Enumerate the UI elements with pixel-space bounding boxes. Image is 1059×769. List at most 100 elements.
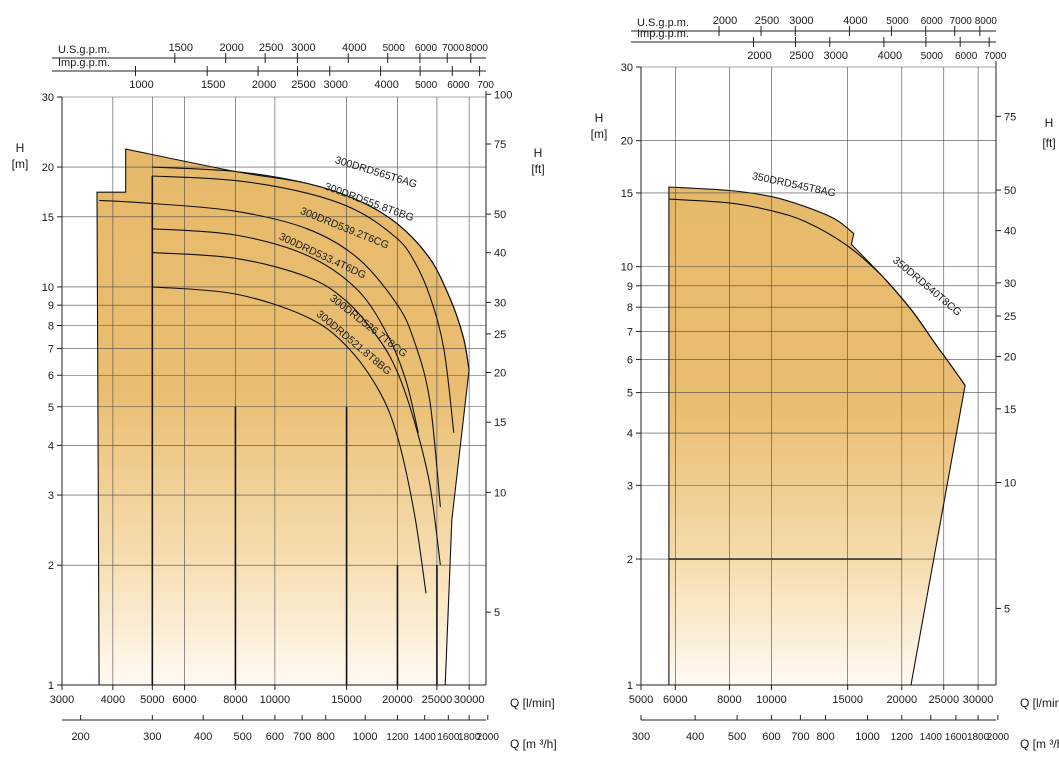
gpm-tick-label: 4000 <box>374 79 398 91</box>
gpm-tick-label: 3000 <box>324 79 348 91</box>
gpm-tick-label: 2500 <box>259 42 283 54</box>
y-ft-tick-label: 100 <box>494 89 512 101</box>
curve-350DRD540T8CG <box>668 198 966 386</box>
y-ft-tick-label: 30 <box>494 297 506 309</box>
y-ft-axis-unit: [ft] <box>531 162 544 176</box>
gpm-tick-label: 8000 <box>466 43 489 54</box>
gpm-tick-label: 700 <box>477 80 494 91</box>
curve-300DRD565T6AG <box>152 166 470 370</box>
gpm-tick-label: 7000 <box>442 43 465 54</box>
gpm-tick-label: 5000 <box>886 16 909 27</box>
m3h-tick-label: 1200 <box>891 732 914 743</box>
m3h-tick-label: 400 <box>194 731 212 743</box>
y-tick-label: 9 <box>627 281 633 293</box>
m3h-tick-label: 400 <box>686 731 704 743</box>
y-ft-tick-label: 10 <box>494 487 506 499</box>
x-tick-label: 25000 <box>928 694 959 706</box>
operating-envelope <box>668 187 966 685</box>
y-ft-tick-label: 15 <box>494 417 506 429</box>
y-ft-tick-label: 20 <box>494 367 506 379</box>
gpm-tick-label: 2000 <box>747 50 771 62</box>
y-ft-tick-label: 30 <box>1004 278 1016 290</box>
y-tick-label: 2 <box>627 554 633 566</box>
m3h-tick-label: 700 <box>791 731 809 743</box>
x-tick-label: 4000 <box>101 694 125 706</box>
y-tick-label: 15 <box>621 188 633 200</box>
y-ft-tick-label: 15 <box>1004 404 1016 416</box>
m3h-tick-label: 1400 <box>414 732 437 743</box>
gpm-tick-label: 2500 <box>291 79 315 91</box>
m3h-tick-label: 1600 <box>437 732 460 743</box>
x-tick-label: 5000 <box>140 694 164 706</box>
curve-300DRD526.7T8CG <box>152 252 441 566</box>
y-tick-label: 15 <box>42 212 54 224</box>
curve-300DRD539.2T6CG <box>99 199 441 508</box>
y-ft-axis-label: H <box>534 146 543 160</box>
gpm-tick-label: 4000 <box>342 42 366 54</box>
gpm-tick-label: 5000 <box>383 43 406 54</box>
x-tick-label: 20000 <box>382 694 413 706</box>
y-ft-tick-label: 25 <box>494 329 506 341</box>
y-tick-label: 1 <box>48 680 54 692</box>
m3h-tick-label: 600 <box>762 731 780 743</box>
y-tick-label: 10 <box>621 262 633 274</box>
gpm-tick-label: 7000 <box>950 16 973 27</box>
m3h-tick-label: 300 <box>632 731 650 743</box>
m3h-axis-unit: Q [m ³/h] <box>510 737 557 751</box>
y-axis-unit: [m] <box>12 157 29 171</box>
y-ft-tick-label: 10 <box>1004 477 1016 489</box>
gpm-tick-label: 3000 <box>824 50 848 62</box>
y-tick-label: 3 <box>627 480 633 492</box>
y-ft-tick-label: 40 <box>1004 226 1016 238</box>
y-ft-tick-label: 40 <box>494 248 506 260</box>
m3h-tick-label: 200 <box>71 731 89 743</box>
gpm-axis-label: U.S.g.p.m. <box>58 44 110 56</box>
x-tick-label: 25000 <box>422 694 453 706</box>
y-ft-tick-label: 50 <box>494 209 506 221</box>
y-ft-tick-label: 20 <box>1004 352 1016 364</box>
gpm-tick-label: 1500 <box>201 79 225 91</box>
gpm-tick-label: 5000 <box>921 51 944 62</box>
gpm-tick-label: 6000 <box>955 51 978 62</box>
gpm-tick-label: 2000 <box>713 15 737 27</box>
x-tick-label: 3000 <box>50 694 74 706</box>
x-tick-label: 15000 <box>832 694 863 706</box>
gpm-tick-label: 8000 <box>975 16 998 27</box>
y-tick-label: 7 <box>627 326 633 338</box>
m3h-tick-label: 1200 <box>386 732 409 743</box>
curve-300DRD521.8T8BG <box>152 286 427 594</box>
y-tick-label: 10 <box>42 282 54 294</box>
x-tick-label: 5000 <box>629 694 653 706</box>
m3h-tick-label: 1800 <box>967 732 990 743</box>
m3h-tick-label: 500 <box>233 731 251 743</box>
m3h-tick-label: 1600 <box>945 732 968 743</box>
x-tick-label: 20000 <box>886 694 917 706</box>
x-axis-unit: Q [l/min] <box>1020 696 1059 710</box>
y-tick-label: 8 <box>48 321 54 333</box>
x-tick-label: 8000 <box>717 694 741 706</box>
y-tick-label: 30 <box>42 92 54 104</box>
x-axis-unit: Q [l/min] <box>510 696 555 710</box>
gpm-tick-label: 3000 <box>291 42 315 54</box>
y-tick-label: 3 <box>48 490 54 502</box>
m3h-tick-label: 500 <box>728 731 746 743</box>
x-tick-label: 10000 <box>756 694 787 706</box>
m3h-tick-label: 2000 <box>477 732 500 743</box>
x-tick-label: 30000 <box>454 694 485 706</box>
y-ft-tick-label: 5 <box>494 607 500 619</box>
x-tick-label: 8000 <box>223 694 247 706</box>
x-tick-label: 6000 <box>172 694 196 706</box>
y-axis-unit: [m] <box>591 127 608 141</box>
m3h-tick-label: 700 <box>293 731 311 743</box>
curve-300DRD555.8T6BG <box>152 175 455 433</box>
gpm-tick-label: 4000 <box>843 15 867 27</box>
y-tick-label: 7 <box>48 344 54 356</box>
x-tick-label: 30000 <box>963 694 994 706</box>
m3h-tick-label: 300 <box>143 731 161 743</box>
m3h-axis-unit: Q [m ³/h] <box>1020 737 1059 751</box>
y-tick-label: 4 <box>627 428 633 440</box>
m3h-tick-label: 1000 <box>353 731 377 743</box>
gpm-axis-label: Imp.g.p.m. <box>637 28 689 40</box>
gpm-tick-label: 2500 <box>789 50 813 62</box>
gpm-tick-label: 1000 <box>129 79 153 91</box>
